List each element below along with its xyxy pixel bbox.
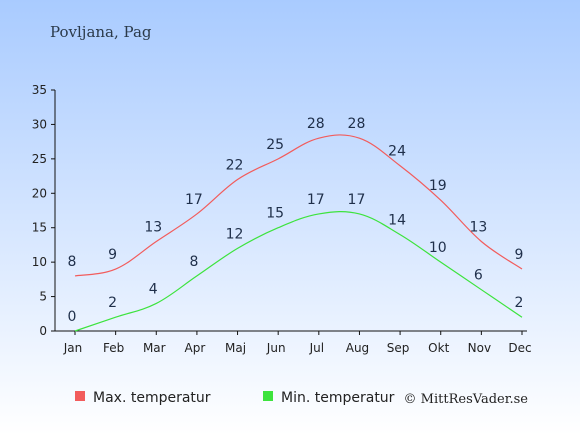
data-label: 14 (388, 213, 406, 229)
data-label: 0 (68, 309, 77, 325)
data-label: 15 (266, 206, 284, 222)
x-tick-label: Jun (266, 341, 286, 355)
series-line-1 (74, 211, 523, 332)
data-label: 4 (149, 281, 158, 297)
y-tick-label: 20 (32, 186, 47, 200)
credit-text: © MittResVader.se (404, 392, 529, 407)
data-label: 13 (144, 219, 162, 235)
data-label: 17 (307, 192, 325, 208)
data-label: 19 (429, 178, 447, 194)
data-label: 8 (68, 254, 77, 270)
x-tick-label: Jan (63, 341, 83, 355)
data-label: 9 (515, 247, 524, 263)
x-tick-label: Sep (387, 341, 410, 355)
legend-swatch-0 (75, 391, 85, 401)
data-label: 28 (307, 116, 325, 132)
data-label: 28 (348, 116, 366, 132)
y-tick-label: 0 (39, 324, 47, 338)
y-tick-label: 35 (32, 83, 47, 97)
x-tick-label: Feb (103, 341, 124, 355)
data-label: 2 (108, 295, 117, 311)
legend-label-1: Min. temperatur (281, 390, 395, 406)
x-tick-label: Aug (346, 341, 369, 355)
data-label: 10 (429, 240, 447, 256)
series-line-0 (74, 134, 523, 277)
legend-swatch-1 (263, 391, 273, 401)
data-label: 12 (226, 226, 244, 242)
y-tick-label: 15 (32, 221, 47, 235)
data-label: 17 (348, 192, 366, 208)
data-label: 9 (108, 247, 117, 263)
chart-title: Povljana, Pag (50, 23, 152, 41)
y-tick-label: 5 (39, 290, 47, 304)
y-tick-label: 10 (32, 255, 47, 269)
legend-label-0: Max. temperatur (93, 390, 211, 406)
data-label: 22 (226, 158, 244, 174)
data-label: 8 (189, 254, 198, 270)
y-tick-label: 25 (32, 152, 47, 166)
data-label: 6 (474, 268, 483, 284)
data-label: 24 (388, 144, 406, 160)
x-tick-label: Jul (309, 341, 324, 355)
data-label: 13 (469, 219, 487, 235)
data-label: 2 (515, 295, 524, 311)
x-tick-label: Mar (143, 341, 166, 355)
x-tick-label: Dec (508, 341, 531, 355)
x-tick-label: Apr (185, 341, 206, 355)
x-tick-label: Okt (428, 341, 449, 355)
data-label: 17 (185, 192, 203, 208)
y-tick-label: 30 (32, 117, 47, 131)
legend: Max. temperatur Min. temperatur (75, 390, 395, 406)
x-tick-label: Nov (468, 341, 491, 355)
x-tick-label: Maj (225, 341, 246, 355)
data-label: 25 (266, 137, 284, 153)
